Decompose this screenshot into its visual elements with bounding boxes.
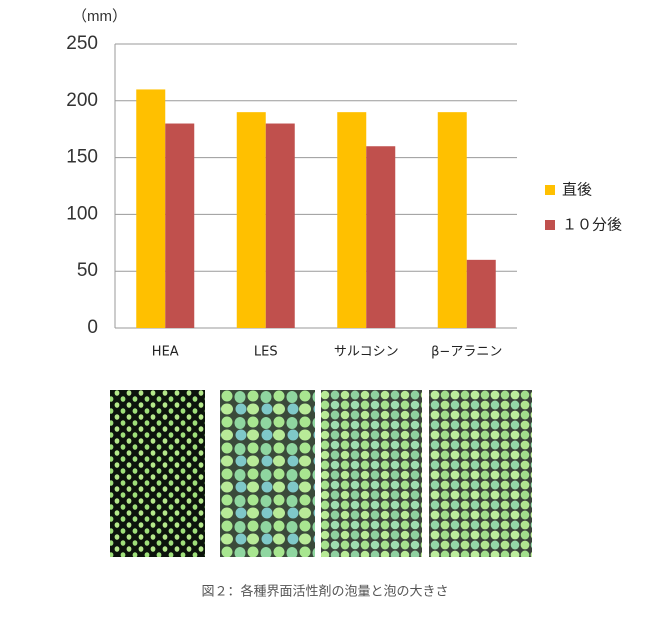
x-tick-label: HEA [152,345,179,360]
foam-image [220,390,315,557]
bar [236,112,266,328]
caption: 図２：各種界面活性剤の泡量と泡の大きさ [201,584,448,600]
bar [265,123,295,329]
bar [337,112,367,328]
legend-label: １０分後 [562,216,622,234]
y-axis-label: （mm） [72,8,127,25]
y-tick-label: 150 [66,147,98,168]
y-tick-label: 100 [66,203,98,224]
bar [437,112,467,328]
bar [366,146,396,328]
bar [165,123,195,329]
bar [136,89,166,328]
legend-label: 直後 [562,181,592,199]
legend-swatch [545,220,555,230]
x-tick-label: LES [254,345,278,360]
y-tick-label: 50 [77,260,98,281]
x-tick-label: β−アラニン [431,345,502,360]
foam-images [110,390,532,557]
y-tick-label: 0 [87,317,98,338]
foam-image [321,390,422,557]
legend-swatch [545,185,555,195]
foam-image [110,390,205,557]
foam-image [429,390,532,557]
y-tick-label: 200 [66,90,98,111]
bar [466,259,496,328]
y-tick-label: 250 [66,33,98,54]
x-tick-label: サルコシン [334,345,399,360]
